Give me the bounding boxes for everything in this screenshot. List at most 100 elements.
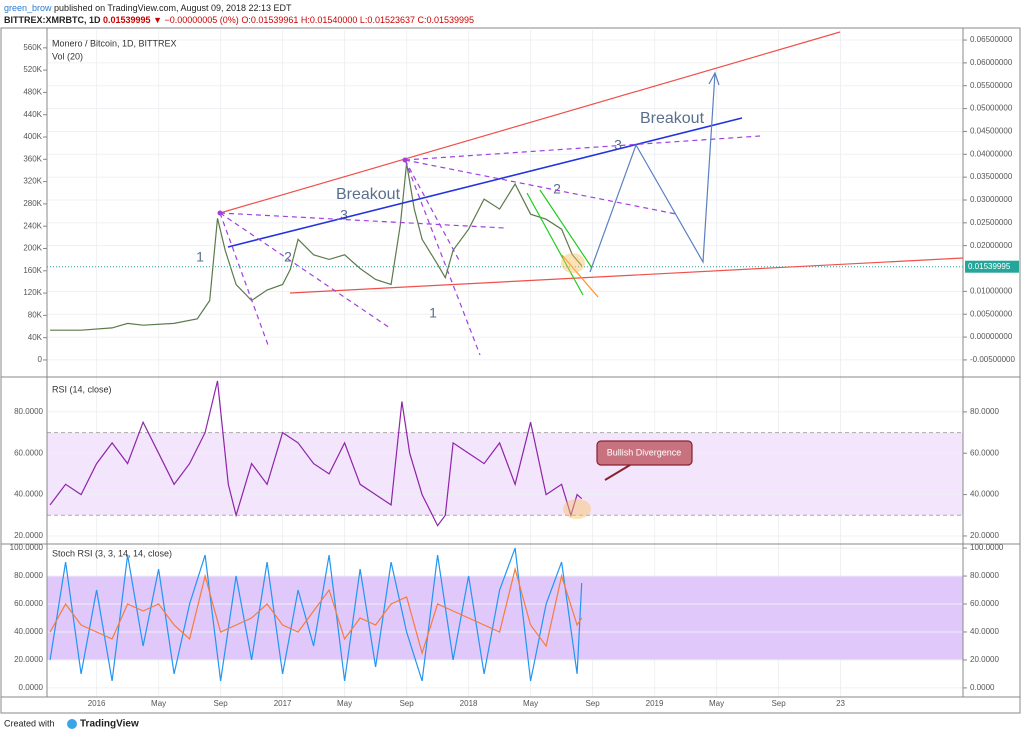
pane-title: RSI (14, close) xyxy=(52,384,112,394)
y2-tick-label: 440K xyxy=(23,110,42,119)
price-line xyxy=(49,380,583,527)
y2-tick-label: 40K xyxy=(28,333,43,342)
x-tick-label: May xyxy=(709,699,724,708)
y-tick-label: 80.0000 xyxy=(14,407,43,416)
callout-box xyxy=(596,440,693,466)
volume-label: Vol (20) xyxy=(52,51,83,61)
frame xyxy=(0,27,1021,714)
y-tick-label: 0.05500000 xyxy=(970,81,1013,90)
y-tick-label: 80.0000 xyxy=(970,407,999,416)
symbol-line: BITTREX:XMRBTC, 1D 0.01539995 ▼ −0.00000… xyxy=(4,15,474,25)
y-tick-label: 0.03500000 xyxy=(970,172,1013,181)
footer-brand[interactable]: TradingView xyxy=(80,719,139,730)
y-tick-label: 0.0000 xyxy=(970,683,995,692)
annotation: 3 xyxy=(614,137,622,153)
x-tick-label: 2018 xyxy=(460,699,478,708)
y-tick-label: 0.04500000 xyxy=(970,127,1013,136)
point xyxy=(402,157,408,163)
x-tick-label: May xyxy=(337,699,352,708)
x-tick-label: Sep xyxy=(213,699,228,708)
y-tick-label: 0.01000000 xyxy=(970,286,1013,295)
highlight xyxy=(563,499,591,519)
y-tick-label: 100.0000 xyxy=(970,543,1004,552)
x-tick-label: Sep xyxy=(399,699,414,708)
callout-text: Bullish Divergence xyxy=(607,447,682,457)
logo xyxy=(67,719,77,729)
y-tick-label: 0.02000000 xyxy=(970,241,1013,250)
callout-pointer xyxy=(604,464,631,481)
arrowhead xyxy=(708,71,720,86)
dashed-lines xyxy=(219,135,761,356)
ohlc: O:0.01539961 H:0.01540000 L:0.01523637 C… xyxy=(241,15,475,25)
y-tick-label: 0.00000000 xyxy=(970,332,1013,341)
pane-title: Monero / Bitcoin, 1D, BITTREX xyxy=(52,38,177,48)
y-tick-label: 0.03000000 xyxy=(970,195,1013,204)
y-tick-label: 40.0000 xyxy=(970,627,999,636)
y-tick-label: 60.0000 xyxy=(970,599,999,608)
projection xyxy=(589,72,716,273)
y-tick-label: 0.0000 xyxy=(19,683,44,692)
x-tick-label: Sep xyxy=(771,699,786,708)
annotation: 3 xyxy=(340,207,348,223)
y-tick-label: 40.0000 xyxy=(14,490,43,499)
channel xyxy=(526,192,584,296)
y-tick-label: 0.04000000 xyxy=(970,149,1013,158)
y-tick-label: 0.05000000 xyxy=(970,104,1013,113)
price-line xyxy=(50,163,583,331)
band xyxy=(47,576,963,660)
trendline xyxy=(227,117,743,248)
y-tick-label: 20.0000 xyxy=(970,655,999,664)
last-price-label: 0.01539995 xyxy=(968,262,1011,271)
annotation: 2 xyxy=(553,181,561,197)
y2-tick-label: 240K xyxy=(23,221,42,230)
x-tick-label: 2017 xyxy=(274,699,292,708)
x-tick-label: 2019 xyxy=(646,699,664,708)
channel xyxy=(561,254,599,298)
annotation: Breakout xyxy=(336,186,401,203)
y-tick-label: 0.06500000 xyxy=(970,35,1013,44)
y-tick-label: 60.0000 xyxy=(14,448,43,457)
last-price-box xyxy=(965,260,1019,273)
footer-text: Created with xyxy=(4,718,55,728)
y2-tick-label: 320K xyxy=(23,177,42,186)
y2-tick-label: 520K xyxy=(23,65,42,74)
author[interactable]: green_brow xyxy=(4,3,52,13)
header-line: green_brow published on TradingView.com,… xyxy=(4,3,292,13)
y2-tick-label: 360K xyxy=(23,154,42,163)
y-tick-label: 0.06000000 xyxy=(970,58,1013,67)
y-tick-label: 100.0000 xyxy=(10,543,44,552)
annotation: 2 xyxy=(284,249,292,265)
y2-tick-label: 200K xyxy=(23,244,42,253)
published: published on TradingView.com, August 09,… xyxy=(54,3,292,13)
annotation: 1 xyxy=(196,249,204,265)
y-tick-label: 40.0000 xyxy=(14,627,43,636)
y-tick-label: 60.0000 xyxy=(970,448,999,457)
y2-tick-label: 280K xyxy=(23,199,42,208)
y2-tick-label: 0 xyxy=(38,355,43,364)
annotation: Breakout xyxy=(640,110,705,127)
y-tick-label: 40.0000 xyxy=(970,490,999,499)
last: 0.01539995 xyxy=(103,15,151,25)
highlight xyxy=(561,253,585,273)
y2-tick-label: 120K xyxy=(23,288,42,297)
x-tick-label: May xyxy=(151,699,166,708)
drawings: Bullish Divergence xyxy=(217,31,964,519)
band xyxy=(47,432,963,516)
channel xyxy=(539,189,593,269)
point xyxy=(217,210,223,216)
series-line xyxy=(49,566,583,656)
pane-title: Stoch RSI (3, 3, 14, 14, close) xyxy=(52,548,172,558)
y-tick-label: 60.0000 xyxy=(14,599,43,608)
y-tick-label: -0.00500000 xyxy=(970,355,1015,364)
y-tick-label: 20.0000 xyxy=(14,655,43,664)
y2-tick-label: 480K xyxy=(23,88,42,97)
y-tick-label: 20.0000 xyxy=(970,531,999,540)
trendline xyxy=(219,31,841,214)
y-tick-label: 80.0000 xyxy=(14,571,43,580)
y-tick-label: 0.02500000 xyxy=(970,218,1013,227)
x-tick-label: 23 xyxy=(836,699,845,708)
x-tick-label: Sep xyxy=(585,699,600,708)
annotation: 1 xyxy=(429,305,437,321)
